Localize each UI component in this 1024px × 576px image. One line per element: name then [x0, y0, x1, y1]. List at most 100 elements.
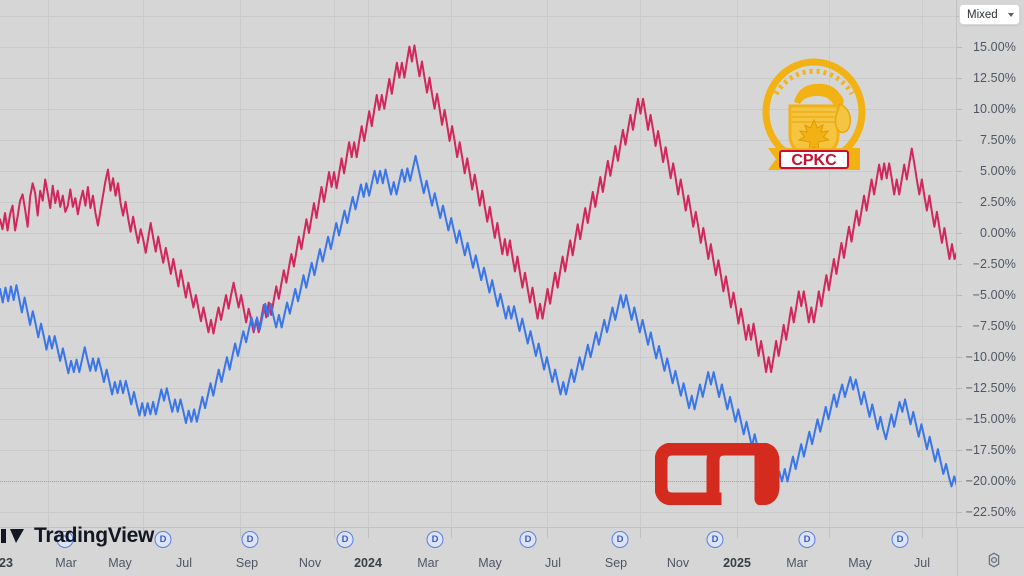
- dividend-marker[interactable]: D: [519, 531, 537, 548]
- time-tick-label: Sep: [604, 556, 628, 570]
- time-tick-label: 2024: [354, 556, 382, 570]
- time-tick-label: May: [848, 556, 872, 570]
- gridline-vertical: [368, 0, 369, 528]
- gridline-horizontal: [0, 512, 957, 514]
- plot-area[interactable]: [0, 0, 957, 528]
- price-tick-label: −12.50%: [965, 381, 1016, 396]
- tradingview-wordmark: TradingView: [34, 524, 155, 547]
- price-tick-label: −15.00%: [965, 412, 1016, 427]
- price-tick-label: −5.00%: [972, 288, 1016, 303]
- axis-tick-stub: [957, 357, 962, 359]
- time-tick-label: Jul: [176, 556, 192, 570]
- time-axis-separator: [547, 528, 548, 538]
- axis-tick-stub: [957, 108, 962, 110]
- price-tick-label: −20.00%: [965, 474, 1016, 489]
- gridline-horizontal: [0, 357, 957, 359]
- time-tick-label: Jul: [545, 556, 561, 570]
- axis-tick-stub: [957, 388, 962, 390]
- price-tick-label: −10.00%: [965, 350, 1016, 365]
- time-tick-label: 2025: [723, 556, 751, 570]
- dividend-marker[interactable]: D: [891, 531, 909, 548]
- price-tick-label: −7.50%: [972, 319, 1016, 334]
- axis-tick-stub: [957, 170, 962, 172]
- axis-tick-stub: [957, 295, 962, 297]
- time-axis-separator: [640, 528, 641, 538]
- gridline-horizontal: [0, 139, 957, 141]
- price-tick-label: 15.00%: [973, 39, 1016, 54]
- dividend-marker[interactable]: D: [336, 531, 354, 548]
- gridline-vertical: [829, 0, 830, 528]
- axis-tick-stub: [957, 481, 962, 483]
- time-axis-separator: [957, 528, 958, 576]
- gridline-horizontal: [0, 15, 957, 17]
- cpkc-logo-text: CPKC: [791, 152, 837, 169]
- price-axis[interactable]: 17.50%15.00%12.50%10.00%7.50%5.00%2.50%0…: [956, 0, 1024, 528]
- tradingview-logo-icon: [1, 529, 24, 543]
- gridline-vertical: [922, 0, 923, 528]
- dividend-marker[interactable]: D: [798, 531, 816, 548]
- gridline-horizontal: [0, 326, 957, 328]
- time-axis-separator: [334, 528, 335, 538]
- axis-tick-stub: [957, 201, 962, 203]
- time-tick-label: 23: [0, 556, 13, 570]
- axis-tick-stub: [957, 77, 962, 79]
- price-tick-label: −17.50%: [965, 443, 1016, 458]
- price-tick-label: 10.00%: [973, 101, 1016, 116]
- dividend-marker[interactable]: D: [241, 531, 259, 548]
- gridline-horizontal: [0, 295, 957, 297]
- axis-tick-stub: [957, 264, 962, 265]
- series-line-cpkc: [0, 44, 957, 374]
- axis-tick-stub: [957, 450, 962, 452]
- dividend-marker[interactable]: D: [426, 531, 444, 548]
- gridline-vertical: [451, 0, 452, 528]
- axis-tick-stub: [957, 326, 962, 328]
- tradingview-watermark: TradingView: [0, 524, 154, 548]
- axis-tick-stub: [957, 139, 962, 141]
- axis-tick-stub: [957, 232, 962, 234]
- time-axis-separator: [240, 528, 241, 538]
- dividend-marker[interactable]: D: [611, 531, 629, 548]
- gridline-horizontal: [0, 170, 957, 172]
- dividend-marker[interactable]: D: [706, 531, 724, 548]
- price-tick-label: 2.50%: [980, 194, 1016, 209]
- time-tick-label: Sep: [235, 556, 259, 570]
- price-tick-label: 12.50%: [973, 70, 1016, 85]
- price-tick-label: 5.00%: [980, 163, 1016, 178]
- dividend-marker[interactable]: D: [154, 531, 172, 548]
- time-tick-label: May: [108, 556, 132, 570]
- time-tick-label: Nov: [298, 556, 322, 570]
- price-tick-label: 0.00%: [980, 225, 1016, 240]
- scale-mode-dropdown[interactable]: Mixed: [959, 4, 1020, 25]
- time-axis-separator: [48, 528, 49, 538]
- gridline-horizontal: [0, 388, 957, 390]
- gridline-vertical: [334, 0, 335, 528]
- gridline-horizontal: [0, 419, 957, 421]
- dividend-marker[interactable]: D: [56, 531, 74, 548]
- baseline-line: [0, 481, 957, 483]
- gridline-vertical: [737, 0, 738, 528]
- axis-tick-stub: [957, 512, 962, 514]
- gridline-vertical: [240, 0, 241, 528]
- cn-logo: [654, 442, 787, 506]
- time-tick-label: Mar: [417, 556, 439, 570]
- time-axis-separator: [829, 528, 830, 538]
- gridline-vertical: [143, 0, 144, 528]
- crosshair-settings-icon[interactable]: [986, 552, 1002, 568]
- gridline-vertical: [547, 0, 548, 528]
- time-axis-separator: [922, 528, 923, 538]
- time-axis-separator: [368, 528, 369, 538]
- price-tick-label: −2.50%: [972, 257, 1016, 271]
- price-series-lines: [0, 44, 957, 488]
- price-tick-label: −22.50%: [965, 505, 1016, 520]
- time-tick-label: May: [478, 556, 502, 570]
- time-tick-label: Jul: [914, 556, 930, 570]
- time-tick-label: Mar: [55, 556, 77, 570]
- price-tick-label: 7.50%: [980, 132, 1016, 147]
- time-tick-label: Mar: [786, 556, 808, 570]
- axis-tick-stub: [957, 419, 962, 421]
- series-line-cn: [0, 154, 957, 488]
- gridline-horizontal: [0, 46, 957, 48]
- gridline-horizontal: [0, 108, 957, 110]
- gridline-horizontal: [0, 232, 957, 234]
